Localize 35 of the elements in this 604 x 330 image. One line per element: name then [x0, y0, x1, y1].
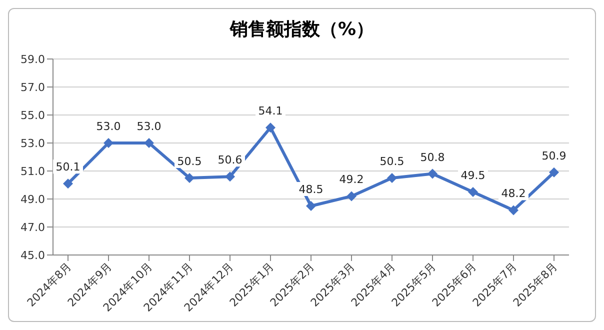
data-label: 54.1	[258, 104, 283, 118]
chart-title: 销售额指数（%）	[228, 18, 376, 42]
point	[184, 173, 194, 183]
point	[306, 201, 316, 211]
point	[428, 168, 438, 179]
data-label: 50.9	[542, 149, 566, 162]
y-tick-label: 45.0	[20, 248, 45, 262]
y-tick-label: 55.0	[20, 108, 45, 122]
y-tick-label: 47.0	[20, 220, 45, 234]
point	[549, 167, 559, 178]
point	[104, 138, 114, 148]
data-label: 49.2	[339, 173, 364, 186]
point	[346, 191, 356, 202]
data-label: 48.2	[501, 187, 526, 200]
point	[508, 205, 518, 216]
data-label: 48.5	[298, 183, 324, 196]
y-tick-label: 51.0	[20, 164, 45, 178]
data-label: 50.1	[56, 160, 80, 174]
y-tick-label: 53.0	[20, 136, 45, 150]
point	[266, 122, 276, 133]
data-label: 49.5	[460, 169, 486, 182]
y-tick-label: 59.0	[20, 52, 45, 66]
data-label: 50.6	[218, 154, 242, 167]
data-label: 53.0	[96, 120, 121, 133]
y-tick-label: 57.0	[20, 80, 45, 94]
data-label: 50.5	[177, 155, 202, 168]
point	[468, 187, 478, 197]
point	[387, 173, 397, 183]
data-label: 53.0	[136, 120, 162, 133]
point	[144, 138, 154, 148]
point	[225, 172, 235, 182]
y-tick-label: 49.0	[20, 192, 45, 206]
data-label: 50.5	[380, 155, 404, 168]
data-label: 50.8	[420, 150, 445, 164]
point	[63, 178, 73, 189]
